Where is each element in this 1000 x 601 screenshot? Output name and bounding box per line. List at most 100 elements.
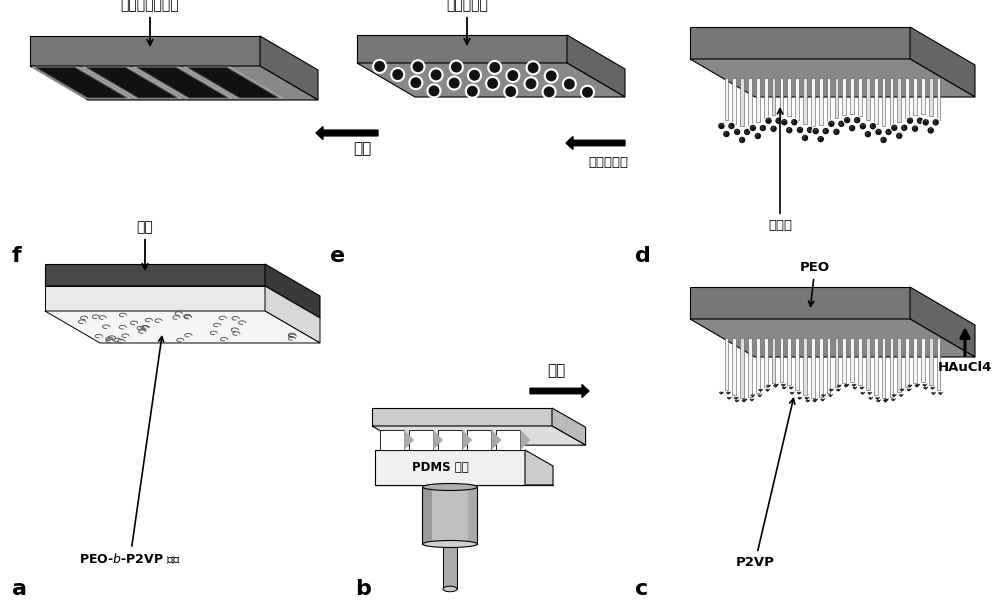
Polygon shape bbox=[732, 338, 736, 395]
Polygon shape bbox=[404, 430, 414, 450]
Circle shape bbox=[817, 135, 825, 143]
Polygon shape bbox=[725, 78, 728, 120]
Polygon shape bbox=[913, 78, 917, 115]
Ellipse shape bbox=[422, 540, 478, 548]
Circle shape bbox=[450, 61, 463, 73]
Text: 金粒子图案阵列: 金粒子图案阵列 bbox=[121, 0, 179, 45]
Polygon shape bbox=[913, 338, 917, 383]
Circle shape bbox=[749, 124, 757, 132]
Circle shape bbox=[853, 117, 861, 124]
Bar bbox=[443, 539, 457, 589]
Polygon shape bbox=[905, 338, 909, 387]
Circle shape bbox=[448, 76, 461, 90]
Bar bbox=[468, 487, 478, 544]
Polygon shape bbox=[858, 338, 862, 385]
Polygon shape bbox=[787, 338, 791, 385]
Polygon shape bbox=[787, 78, 791, 116]
Polygon shape bbox=[265, 286, 320, 343]
Circle shape bbox=[738, 136, 746, 144]
Polygon shape bbox=[491, 430, 501, 450]
Circle shape bbox=[927, 127, 935, 134]
Polygon shape bbox=[850, 338, 854, 382]
Polygon shape bbox=[45, 286, 265, 311]
Polygon shape bbox=[890, 78, 893, 125]
Polygon shape bbox=[827, 78, 830, 122]
Polygon shape bbox=[811, 338, 815, 398]
Circle shape bbox=[806, 126, 814, 134]
Circle shape bbox=[801, 134, 809, 142]
Text: d: d bbox=[635, 246, 651, 266]
Text: 烧结: 烧结 bbox=[353, 141, 371, 156]
Circle shape bbox=[780, 118, 788, 126]
Polygon shape bbox=[725, 338, 728, 390]
Polygon shape bbox=[842, 78, 846, 115]
Polygon shape bbox=[937, 78, 940, 120]
Polygon shape bbox=[375, 450, 525, 485]
Bar bbox=[496, 430, 520, 450]
Circle shape bbox=[728, 122, 735, 130]
Circle shape bbox=[430, 69, 443, 81]
Bar bbox=[422, 487, 478, 544]
Circle shape bbox=[581, 86, 594, 99]
Circle shape bbox=[785, 126, 793, 134]
Bar bbox=[380, 430, 404, 450]
Circle shape bbox=[718, 122, 725, 130]
Circle shape bbox=[885, 128, 892, 136]
Circle shape bbox=[906, 117, 914, 124]
Polygon shape bbox=[835, 78, 838, 118]
Polygon shape bbox=[819, 338, 823, 397]
Circle shape bbox=[743, 128, 751, 136]
Text: HAuCl4: HAuCl4 bbox=[938, 330, 992, 374]
Circle shape bbox=[812, 127, 820, 135]
Polygon shape bbox=[937, 338, 940, 391]
Circle shape bbox=[875, 128, 882, 136]
Circle shape bbox=[916, 117, 924, 124]
FancyArrow shape bbox=[566, 136, 625, 150]
Circle shape bbox=[468, 69, 481, 82]
Polygon shape bbox=[905, 78, 909, 118]
Text: 金离子: 金离子 bbox=[768, 109, 792, 232]
Polygon shape bbox=[372, 408, 552, 426]
Text: PEO: PEO bbox=[800, 261, 830, 307]
Polygon shape bbox=[86, 67, 178, 98]
Polygon shape bbox=[30, 66, 318, 100]
Circle shape bbox=[796, 126, 804, 134]
Polygon shape bbox=[780, 338, 783, 382]
Polygon shape bbox=[882, 338, 885, 398]
Circle shape bbox=[838, 120, 845, 127]
Polygon shape bbox=[890, 338, 893, 397]
Polygon shape bbox=[740, 338, 744, 398]
Polygon shape bbox=[433, 430, 443, 450]
Circle shape bbox=[524, 78, 537, 90]
Polygon shape bbox=[921, 78, 925, 114]
Text: 金粒子图案: 金粒子图案 bbox=[446, 0, 488, 44]
Text: c: c bbox=[635, 579, 648, 599]
Text: b: b bbox=[355, 579, 371, 599]
Polygon shape bbox=[357, 63, 625, 97]
Polygon shape bbox=[882, 78, 885, 126]
Circle shape bbox=[527, 61, 540, 75]
Polygon shape bbox=[803, 78, 807, 124]
Polygon shape bbox=[45, 286, 320, 318]
Text: 基底: 基底 bbox=[137, 220, 153, 269]
Circle shape bbox=[765, 117, 772, 124]
Circle shape bbox=[543, 85, 556, 99]
Circle shape bbox=[409, 76, 422, 89]
Polygon shape bbox=[690, 59, 975, 97]
Polygon shape bbox=[910, 27, 975, 97]
Circle shape bbox=[822, 127, 830, 135]
Polygon shape bbox=[690, 319, 975, 357]
Circle shape bbox=[922, 118, 930, 126]
Ellipse shape bbox=[443, 586, 457, 592]
Text: 加热: 加热 bbox=[547, 363, 565, 378]
Circle shape bbox=[770, 125, 777, 133]
Polygon shape bbox=[30, 36, 260, 66]
FancyArrow shape bbox=[530, 385, 589, 397]
Circle shape bbox=[504, 85, 517, 98]
Polygon shape bbox=[525, 450, 553, 485]
Polygon shape bbox=[764, 338, 768, 387]
Circle shape bbox=[488, 61, 501, 74]
Circle shape bbox=[932, 118, 940, 126]
Circle shape bbox=[563, 78, 576, 91]
Polygon shape bbox=[929, 338, 933, 385]
